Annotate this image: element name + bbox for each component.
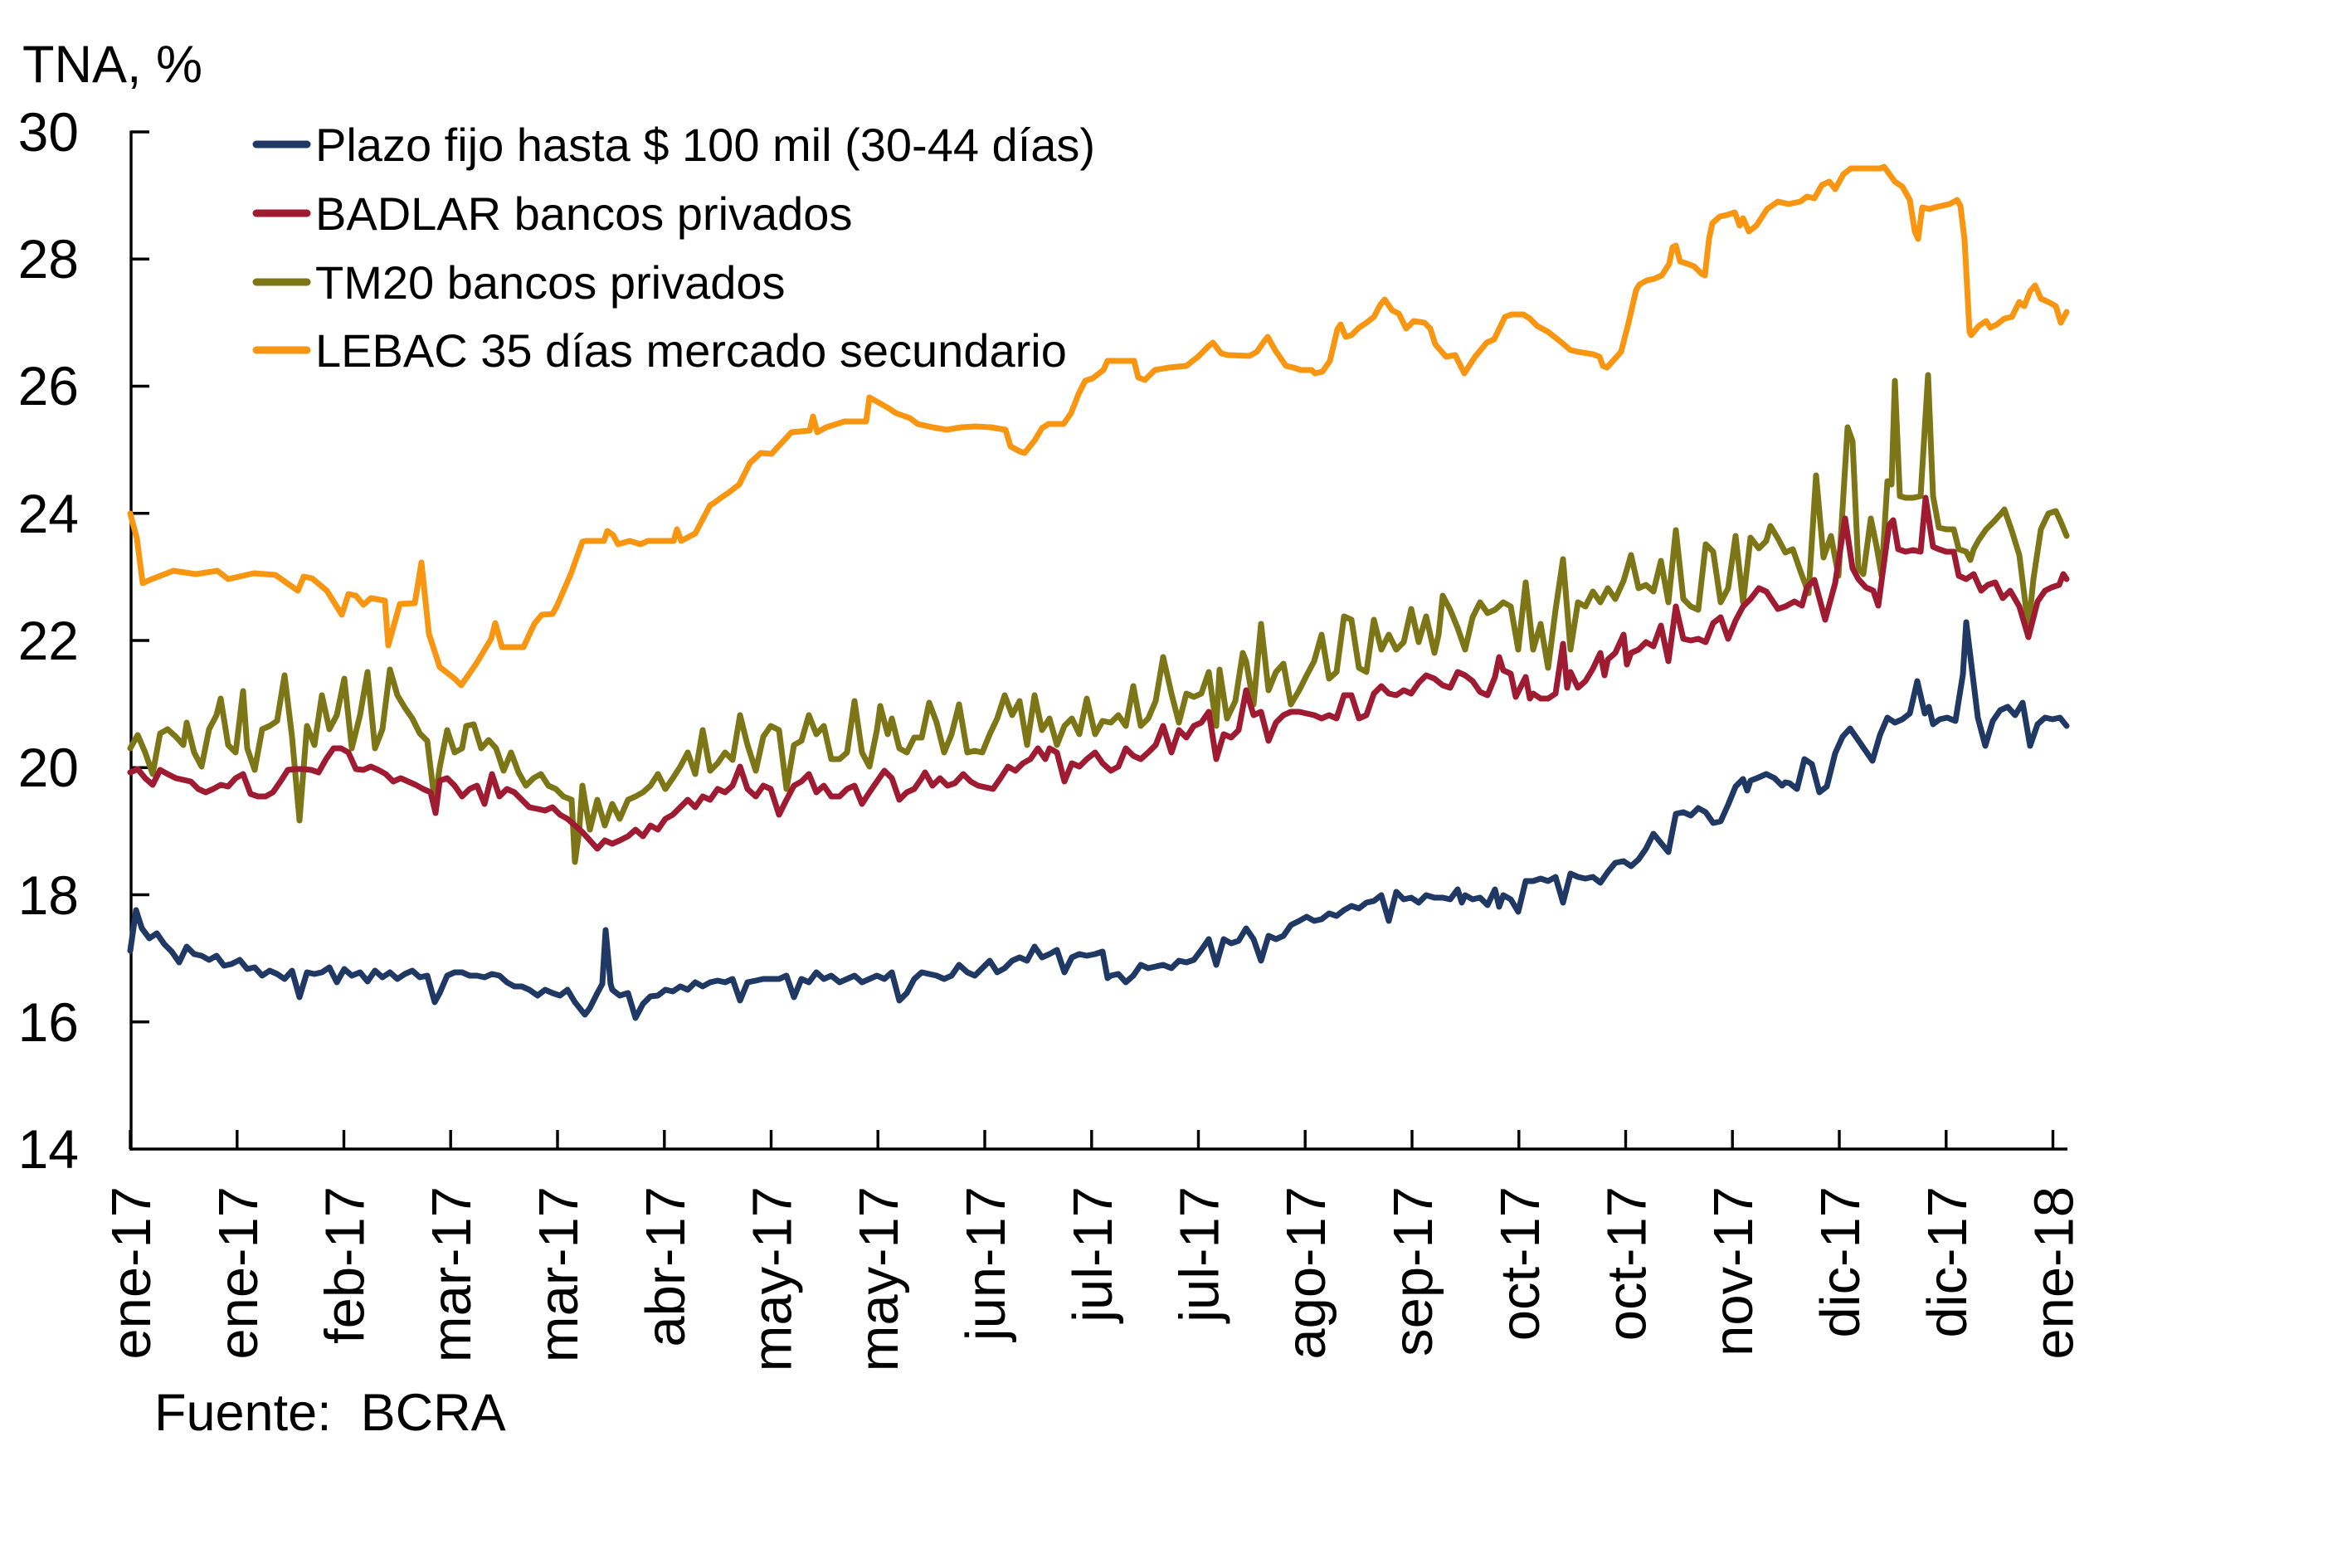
svg-text:22: 22 [18,610,79,671]
svg-text:may-17: may-17 [848,1186,910,1371]
svg-text:26: 26 [18,355,79,416]
svg-text:ene-17: ene-17 [207,1186,270,1360]
svg-text:18: 18 [18,864,79,926]
svg-text:jun-17: jun-17 [955,1186,1017,1342]
svg-text:TM20 bancos privados: TM20 bancos privados [315,256,786,309]
svg-text:16: 16 [18,991,79,1053]
svg-text:ene-17: ene-17 [100,1186,163,1360]
svg-text:TNA, %: TNA, % [22,36,202,94]
svg-text:24: 24 [18,483,79,544]
svg-text:jul-17: jul-17 [1062,1186,1124,1324]
svg-text:sep-17: sep-17 [1382,1186,1444,1356]
svg-text:ago-17: ago-17 [1275,1186,1337,1360]
svg-text:may-17: may-17 [742,1186,804,1371]
svg-text:feb-17: feb-17 [314,1186,377,1344]
svg-text:LEBAC 35 días mercado secundar: LEBAC 35 días mercado secundario [315,324,1067,377]
svg-text:nov-17: nov-17 [1702,1186,1765,1356]
svg-text:abr-17: abr-17 [635,1186,697,1347]
svg-text:mar-17: mar-17 [421,1186,483,1362]
svg-text:BADLAR bancos privados: BADLAR bancos privados [315,187,852,240]
svg-text:ene-18: ene-18 [2023,1186,2086,1360]
svg-text:30: 30 [18,101,79,163]
svg-text:oct-17: oct-17 [1596,1186,1658,1341]
svg-text:Fuente: BCRA: Fuente: BCRA [154,1384,506,1442]
svg-text:jul-17: jul-17 [1169,1186,1231,1324]
svg-text:dic-17: dic-17 [1809,1186,1872,1337]
svg-text:mar-17: mar-17 [528,1186,590,1362]
svg-text:14: 14 [18,1118,79,1180]
svg-text:dic-17: dic-17 [1916,1186,1979,1337]
svg-text:28: 28 [18,228,79,290]
svg-text:Plazo fijo hasta $ 100 mil (30: Plazo fijo hasta $ 100 mil (30-44 días) [315,119,1095,171]
svg-text:20: 20 [18,737,79,798]
svg-text:oct-17: oct-17 [1489,1186,1551,1341]
